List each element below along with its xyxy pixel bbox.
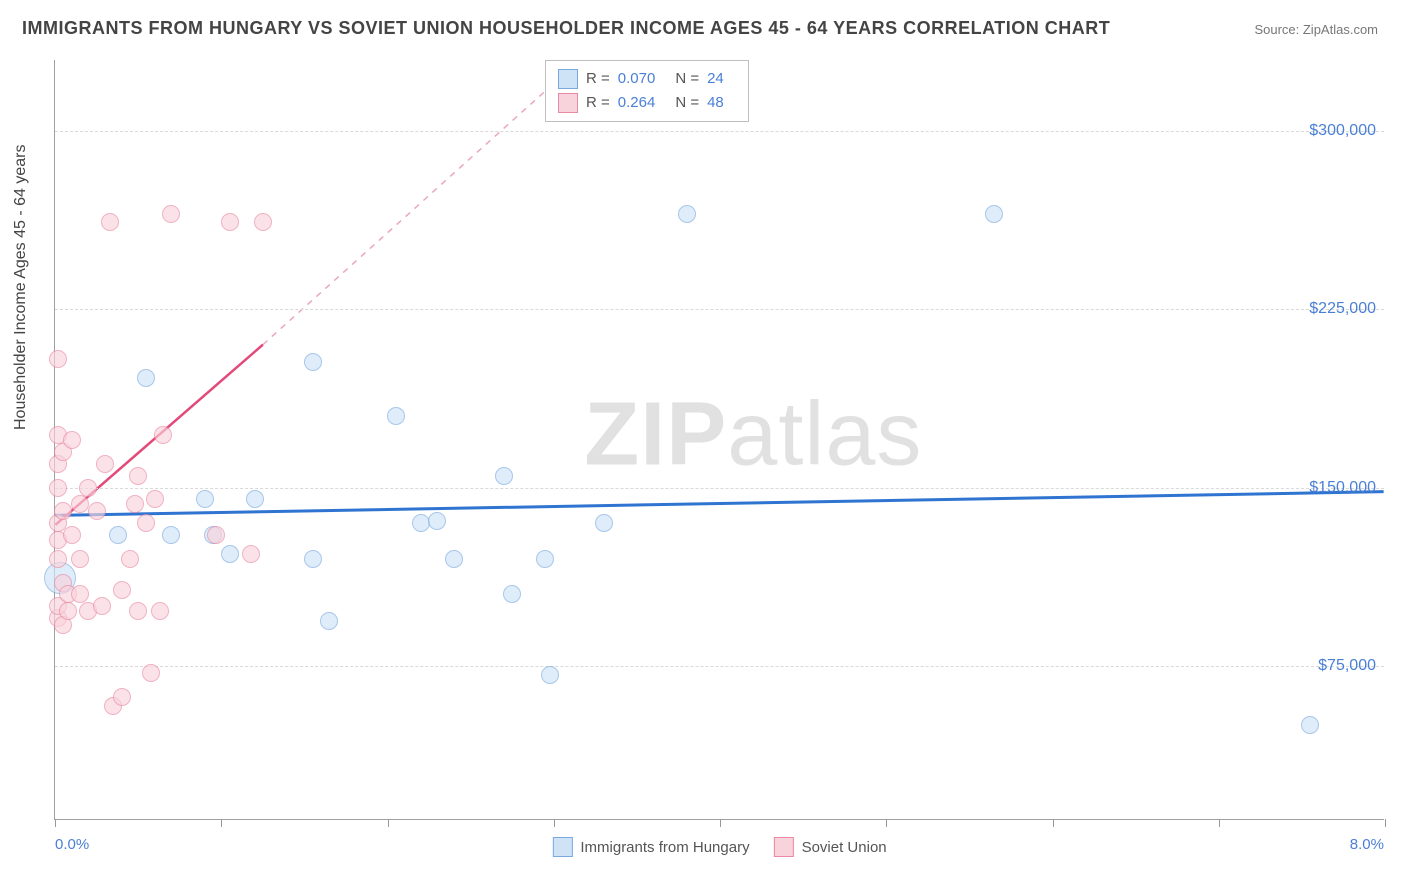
marker-soviet: [113, 688, 131, 706]
trend-lines-layer: [55, 60, 1384, 819]
n-value-hungary: 24: [707, 67, 724, 91]
marker-soviet: [71, 550, 89, 568]
marker-hungary: [320, 612, 338, 630]
marker-hungary: [304, 353, 322, 371]
marker-hungary: [595, 514, 613, 532]
marker-soviet: [71, 585, 89, 603]
marker-soviet: [146, 490, 164, 508]
marker-soviet: [142, 664, 160, 682]
marker-soviet: [121, 550, 139, 568]
r-value-hungary: 0.070: [618, 67, 656, 91]
gridline: [55, 488, 1384, 489]
x-tick: [1219, 819, 1220, 827]
x-tick: [55, 819, 56, 827]
y-tick-label: $300,000: [1309, 122, 1376, 140]
correlation-row-hungary: R = 0.070 N = 24: [558, 67, 736, 91]
n-label: N =: [675, 91, 699, 115]
marker-soviet: [221, 213, 239, 231]
marker-soviet: [137, 514, 155, 532]
marker-soviet: [79, 479, 97, 497]
marker-soviet: [151, 602, 169, 620]
chart-title: IMMIGRANTS FROM HUNGARY VS SOVIET UNION …: [22, 18, 1110, 39]
legend-label-soviet: Soviet Union: [802, 839, 887, 856]
x-tick: [720, 819, 721, 827]
x-axis-left-label: 0.0%: [55, 836, 89, 853]
marker-hungary: [246, 490, 264, 508]
marker-hungary: [137, 369, 155, 387]
marker-hungary: [412, 514, 430, 532]
legend-item-hungary: Immigrants from Hungary: [552, 837, 749, 857]
n-label: N =: [675, 67, 699, 91]
r-label: R =: [586, 91, 610, 115]
marker-soviet: [54, 502, 72, 520]
marker-soviet: [93, 597, 111, 615]
watermark: ZIPatlas: [584, 383, 922, 486]
marker-soviet: [63, 526, 81, 544]
series-legend: Immigrants from Hungary Soviet Union: [552, 837, 886, 857]
swatch-soviet: [558, 93, 578, 113]
r-label: R =: [586, 67, 610, 91]
marker-soviet: [49, 479, 67, 497]
marker-hungary: [221, 545, 239, 563]
marker-soviet: [49, 550, 67, 568]
marker-soviet: [88, 502, 106, 520]
marker-hungary: [196, 490, 214, 508]
marker-hungary: [162, 526, 180, 544]
marker-soviet: [129, 602, 147, 620]
x-tick: [886, 819, 887, 827]
watermark-bold: ZIP: [584, 384, 727, 484]
marker-hungary: [428, 512, 446, 530]
marker-hungary: [678, 205, 696, 223]
legend-label-hungary: Immigrants from Hungary: [580, 839, 749, 856]
plot-area: ZIPatlas 0.0% 8.0% R = 0.070 N = 24 R = …: [54, 60, 1384, 820]
r-value-soviet: 0.264: [618, 91, 656, 115]
marker-hungary: [1301, 716, 1319, 734]
legend-item-soviet: Soviet Union: [774, 837, 887, 857]
y-axis-label: Householder Income Ages 45 - 64 years: [12, 145, 30, 431]
marker-soviet: [242, 545, 260, 563]
marker-soviet: [126, 495, 144, 513]
marker-soviet: [96, 455, 114, 473]
marker-soviet: [63, 431, 81, 449]
x-tick: [554, 819, 555, 827]
marker-soviet: [101, 213, 119, 231]
x-tick: [388, 819, 389, 827]
marker-soviet: [59, 602, 77, 620]
marker-hungary: [536, 550, 554, 568]
marker-soviet: [207, 526, 225, 544]
swatch-hungary: [552, 837, 572, 857]
marker-hungary: [495, 467, 513, 485]
marker-hungary: [445, 550, 463, 568]
marker-hungary: [985, 205, 1003, 223]
x-tick: [221, 819, 222, 827]
gridline: [55, 309, 1384, 310]
marker-soviet: [129, 467, 147, 485]
n-value-soviet: 48: [707, 91, 724, 115]
y-tick-label: $225,000: [1309, 300, 1376, 318]
correlation-legend: R = 0.070 N = 24 R = 0.264 N = 48: [545, 60, 749, 122]
marker-hungary: [387, 407, 405, 425]
marker-hungary: [304, 550, 322, 568]
y-tick-label: $75,000: [1318, 657, 1376, 675]
x-axis-right-label: 8.0%: [1350, 836, 1384, 853]
swatch-soviet: [774, 837, 794, 857]
marker-soviet: [154, 426, 172, 444]
marker-hungary: [109, 526, 127, 544]
marker-soviet: [162, 205, 180, 223]
marker-soviet: [113, 581, 131, 599]
x-tick: [1053, 819, 1054, 827]
correlation-row-soviet: R = 0.264 N = 48: [558, 91, 736, 115]
marker-soviet: [49, 350, 67, 368]
source-attribution: Source: ZipAtlas.com: [1254, 22, 1378, 37]
watermark-thin: atlas: [727, 384, 922, 484]
marker-soviet: [71, 495, 89, 513]
gridline: [55, 131, 1384, 132]
gridline: [55, 666, 1384, 667]
y-tick-label: $150,000: [1309, 479, 1376, 497]
x-tick: [1385, 819, 1386, 827]
swatch-hungary: [558, 69, 578, 89]
marker-hungary: [503, 585, 521, 603]
marker-hungary: [541, 666, 559, 684]
marker-soviet: [254, 213, 272, 231]
